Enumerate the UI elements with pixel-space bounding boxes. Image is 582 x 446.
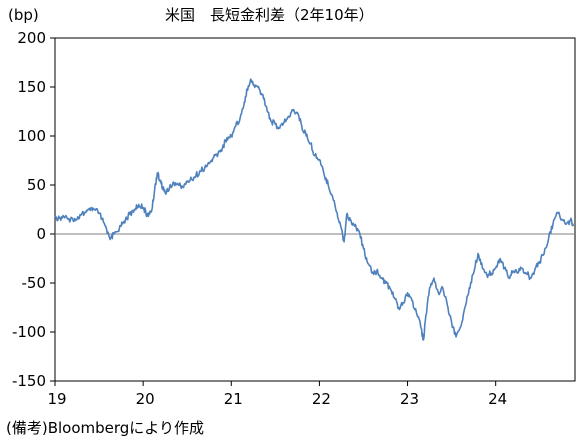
- x-axis: 19 20 21 22 23 24: [47, 381, 507, 408]
- series-line: [54, 78, 575, 341]
- y-axis-label: (bp): [8, 6, 39, 24]
- y-tick-label: 100: [17, 127, 46, 145]
- x-tick-label: 21: [224, 390, 243, 408]
- x-tick-label: 19: [47, 390, 66, 408]
- y-tick-label: -150: [12, 372, 46, 390]
- x-tick-label: 23: [400, 390, 419, 408]
- y-tick-label: 200: [17, 29, 46, 47]
- x-tick-label: 24: [488, 390, 507, 408]
- chart-title: 米国 長短金利差（2年10年）: [165, 6, 374, 24]
- plot-area: [54, 37, 576, 382]
- y-tick-label: 150: [17, 78, 46, 96]
- source-note: (備考)Bloombergにより作成: [6, 419, 204, 437]
- y-tick-label: 0: [36, 225, 46, 243]
- y-tick-label: -100: [12, 323, 46, 341]
- y-tick-label: 50: [27, 176, 46, 194]
- x-tick-label: 20: [136, 390, 155, 408]
- y-tick-label: -50: [22, 274, 47, 292]
- y-axis: 200 150 100 50 0 -50 -100 -150: [12, 29, 55, 390]
- x-tick-label: 22: [312, 390, 331, 408]
